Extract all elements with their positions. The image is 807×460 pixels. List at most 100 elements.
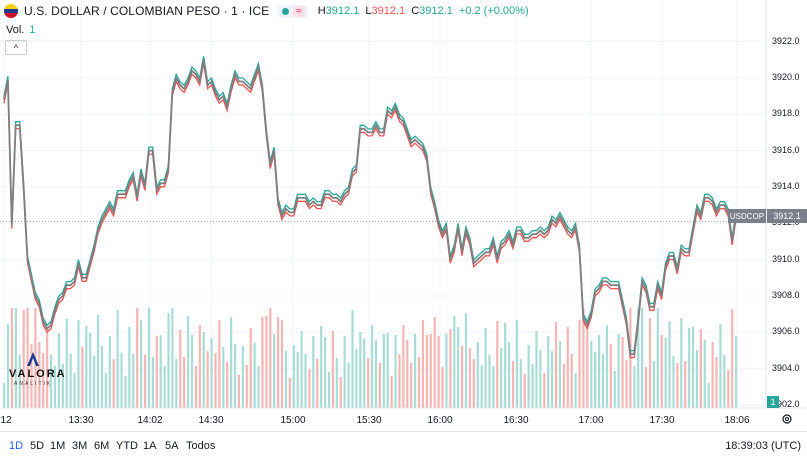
volume-bar (507, 342, 511, 408)
volume-bar (691, 327, 695, 408)
volume-bar (547, 336, 550, 408)
volume-bar (265, 316, 268, 408)
volume-bar (578, 320, 581, 408)
volume-bar (382, 334, 385, 408)
range-button-1m[interactable]: 1M (50, 440, 66, 452)
volume-bar (535, 331, 538, 408)
volume-bar (136, 308, 139, 408)
volume-bar (347, 363, 350, 408)
range-button-1d[interactable]: 1D (9, 440, 24, 452)
time-tick-label: 14:02 (137, 415, 163, 426)
volume-axis-label: 1 (767, 396, 779, 408)
volume-bar (312, 336, 315, 408)
price-tick-label: 3904.0 (772, 362, 800, 373)
range-button-5a[interactable]: 5A (165, 440, 179, 452)
logo-name: VALORA (9, 368, 67, 380)
volume-bar (273, 334, 276, 408)
volume-bar (186, 316, 190, 408)
volume-bar (605, 325, 609, 408)
volume-bar (492, 366, 495, 408)
volume-bar (562, 364, 565, 408)
volume-bar (449, 329, 452, 408)
time-tick-label: 14:30 (198, 415, 224, 426)
range-button-3m[interactable]: 3M (72, 440, 88, 452)
volume-bar (85, 326, 88, 408)
volume-bar (637, 308, 640, 408)
volume-bar (38, 342, 41, 408)
volume-bar (331, 331, 335, 408)
volume-bar (14, 308, 17, 408)
volume-bar (676, 363, 679, 408)
volume-bar (727, 370, 730, 408)
volume-bar (343, 336, 346, 408)
volume-bar (625, 360, 628, 408)
volume-bar (453, 316, 456, 408)
volume-bar (648, 318, 652, 408)
volume-bar (641, 308, 644, 408)
ohlc-high-key: H (317, 5, 326, 17)
volume-bar (30, 344, 33, 408)
volume-bar (132, 354, 135, 408)
volume-bar (664, 338, 667, 408)
volume-bar (570, 354, 573, 408)
volume-bar (339, 377, 342, 408)
volume-bar (233, 344, 237, 408)
volume-bar (351, 310, 354, 408)
volume-bar (253, 343, 256, 408)
volume-bar (104, 373, 107, 408)
volume-bar (245, 365, 248, 408)
volume-bar (292, 345, 295, 408)
volume-bar (359, 332, 362, 408)
range-button-ytd[interactable]: YTD (116, 440, 138, 452)
price-tick-label: 3910.0 (772, 253, 800, 264)
volume-bar (230, 317, 233, 408)
volume-bar (680, 318, 683, 408)
time-tick-label: 16:00 (427, 415, 453, 426)
volume-bar (460, 346, 464, 408)
status-pill[interactable]: ≈ (277, 4, 308, 18)
logo-subtitle: ANALITIK (14, 381, 53, 387)
time-tick-label: 15:00 (280, 415, 306, 426)
price-close-line (3, 59, 737, 355)
volume-bar (406, 340, 409, 408)
volume-bar (284, 351, 288, 408)
volume-bar (300, 331, 303, 408)
bottom-toolbar: 1D 5D 1M 3M 6M YTD 1A 5A Todos 18:39:03 (UTC) (0, 431, 807, 460)
range-button-5d[interactable]: 5D (30, 440, 45, 452)
volume-bar (668, 321, 671, 408)
volume-bar (425, 335, 428, 408)
symbol-title[interactable]: U.S. DOLLAR / COLOMBIAN PESO · 1 · ICE (24, 4, 270, 18)
volume-bar (116, 310, 119, 408)
volume-bar (214, 353, 217, 408)
price-series (3, 56, 737, 359)
volume-bar (46, 328, 49, 408)
collapse-legend-button[interactable]: ^ (5, 40, 27, 55)
price-chart[interactable] (0, 0, 807, 431)
volume-bar (218, 320, 221, 408)
volume-bar (613, 371, 616, 408)
volume-bar (22, 310, 25, 408)
ohlc-close-key: C (411, 5, 420, 17)
volume-bar (222, 347, 225, 408)
market-status-icon (282, 7, 290, 15)
volume-bar (81, 347, 84, 408)
volume-bar (155, 336, 158, 408)
indicator-icon: ≈ (293, 5, 305, 17)
volume-bar (527, 345, 530, 408)
volume-bar (206, 351, 209, 408)
volume-bar (77, 320, 80, 408)
range-button-1a[interactable]: 1A (143, 440, 157, 452)
volume-bar (515, 320, 518, 408)
volume-bar (601, 354, 605, 408)
volume-bar (672, 356, 675, 408)
volume-bar (65, 319, 68, 408)
volume-bar (237, 375, 241, 408)
volume-bar (574, 373, 577, 408)
settings-gear-icon[interactable] (781, 413, 793, 425)
range-button-6m[interactable]: 6M (94, 440, 110, 452)
volume-bar (695, 350, 699, 408)
range-button-todos[interactable]: Todos (186, 440, 216, 452)
colombia-flag-icon (4, 4, 18, 18)
volume-bar (445, 334, 448, 408)
price-tick-label: 3902.0 (772, 399, 800, 409)
